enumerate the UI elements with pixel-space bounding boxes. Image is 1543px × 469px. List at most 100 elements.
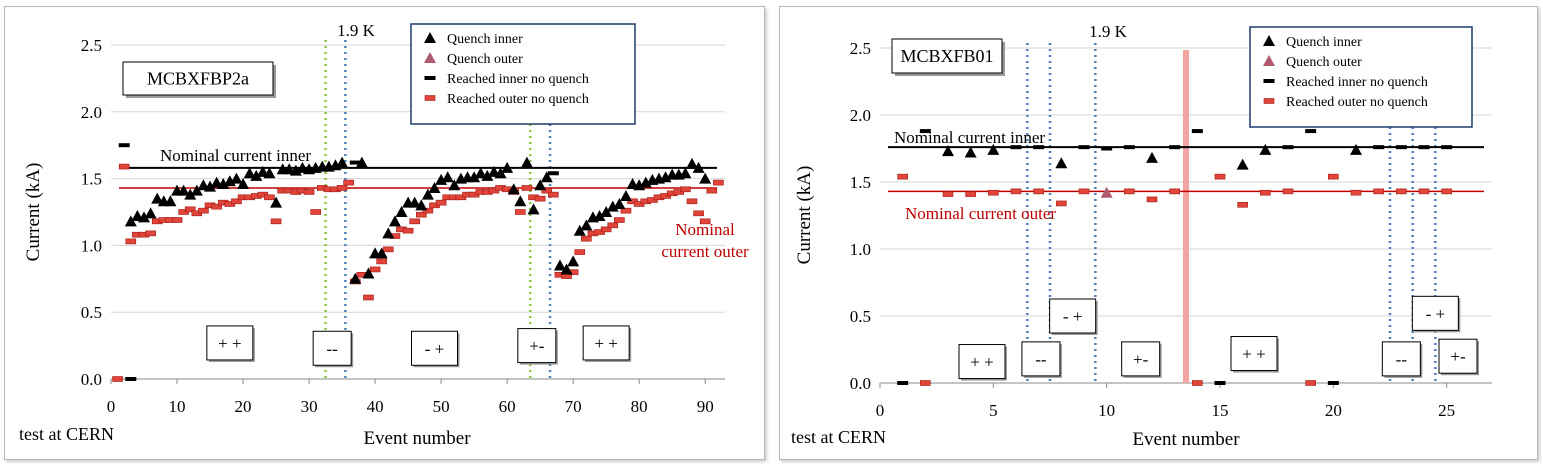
data-point-reached-outer (231, 198, 242, 205)
data-point-quench-inner (355, 156, 368, 168)
legend-marker-reached-inner (1263, 79, 1275, 83)
data-point-reached-outer (534, 195, 546, 202)
data-point-quench-inner (553, 259, 566, 271)
data-point-quench-inner (237, 177, 250, 189)
data-point-reached-outer (706, 187, 718, 194)
data-point-reached-outer (548, 191, 559, 198)
data-point-reached-inner (1010, 145, 1022, 150)
data-point-quench-inner (527, 203, 540, 215)
data-point-reached-inner (1441, 145, 1453, 150)
y-axis-label: Current (kA) (794, 166, 815, 265)
x-tick-label: 10 (1098, 401, 1115, 420)
data-point-reached-outer (184, 206, 196, 213)
footnote: test at CERN (791, 427, 886, 447)
legend-label-reached-outer: Reached outer no quench (447, 92, 589, 107)
data-point-reached-inner (897, 381, 909, 385)
y-axis-label: Current (kA) (23, 163, 44, 262)
polarity-label: - + (1426, 304, 1446, 323)
chart-title: MCBXFBP2a (147, 69, 249, 89)
data-point-reached-inner (1101, 146, 1113, 151)
chart-title: MCBXFB01 (900, 46, 993, 66)
data-point-reached-outer (1192, 380, 1203, 386)
polarity-label: -- (327, 339, 339, 358)
data-point-reached-inner (547, 171, 559, 176)
y-tick-label: 0.0 (81, 370, 102, 389)
data-point-reached-inner (1214, 381, 1226, 385)
legend-marker-reached-outer (424, 95, 436, 101)
legend-label-reached-outer: Reached outer no quench (1286, 95, 1428, 110)
data-point-reached-outer (369, 266, 381, 273)
y-tick-label: 2.5 (850, 39, 871, 58)
data-point-reached-outer (1078, 188, 1090, 195)
data-point-reached-outer (1396, 188, 1407, 195)
nominal-outer-label: Nominal current outer (905, 204, 1056, 223)
data-point-quench-inner (481, 169, 494, 181)
data-point-quench-inner (501, 161, 514, 173)
data-point-reached-outer (574, 249, 586, 255)
data-point-reached-outer (614, 217, 625, 223)
data-point-reached-inner (1395, 145, 1407, 150)
data-point-reached-outer (1441, 188, 1452, 195)
polarity-label-box (958, 344, 1006, 380)
nominal-outer-label: Nominal current outer (661, 220, 749, 261)
data-point-reached-outer (112, 376, 123, 382)
data-point-quench-inner (441, 171, 454, 183)
data-point-reached-outer (1056, 200, 1067, 207)
x-tick-label: 60 (499, 397, 516, 416)
polarity-label-box (582, 325, 630, 361)
polarity-label-box (1049, 298, 1097, 334)
data-point-quench-inner (388, 215, 401, 227)
y-tick-label: 1.0 (850, 240, 871, 259)
data-point-reached-outer (988, 189, 999, 196)
data-point-quench-inner (190, 184, 203, 196)
legend-label-quench-inner: Quench inner (447, 32, 523, 47)
footnote: test at CERN (19, 424, 114, 444)
legend-label-quench-inner: Quench inner (1286, 35, 1362, 50)
data-point-quench-inner (1236, 158, 1249, 170)
legend-box (1249, 26, 1473, 128)
x-tick-label: 80 (631, 397, 648, 416)
polarity-label-box (1021, 341, 1061, 377)
x-tick-label: 25 (1438, 401, 1455, 420)
data-point-reached-outer (693, 210, 704, 217)
polarity-label-box (1438, 338, 1478, 374)
data-point-quench-inner (580, 219, 593, 231)
chart-right: 0.0 0.5 1.0 1.5 2.0 2.5 0 5 10 15 20 25 + + -- - + +- + … (791, 22, 1492, 450)
polarity-label: +- (1133, 350, 1149, 369)
data-point-quench-inner (230, 172, 243, 184)
x-tick-label: 5 (989, 401, 998, 420)
data-point-quench-inner (270, 196, 283, 208)
data-point-reached-outer (1260, 189, 1271, 196)
data-point-reached-outer (942, 191, 954, 197)
y-tick-label: 0.5 (81, 303, 102, 322)
data-point-quench-inner (263, 167, 276, 179)
data-point-quench-inner (250, 169, 263, 181)
data-point-reached-outer (686, 198, 698, 205)
data-point-reached-outer (118, 163, 130, 170)
data-point-quench-inner (177, 184, 190, 196)
chart-panel-right: 0.0 0.5 1.0 1.5 2.0 2.5 0 5 10 15 20 25 + + -- - + +- + … (779, 6, 1538, 460)
legend-marker-reached-inner (424, 76, 436, 80)
data-point-quench-inner (415, 199, 428, 211)
legend-marker-quench-outer (1263, 55, 1275, 66)
data-point-quench-inner (1055, 157, 1068, 169)
data-point-reached-outer (270, 218, 282, 225)
data-point-reached-outer (1169, 188, 1180, 195)
legend-marker-quench-inner (1263, 35, 1275, 46)
nominal-inner-label: Nominal current inner (160, 146, 311, 165)
x-tick-label: 40 (367, 397, 384, 416)
data-point-quench-inner (619, 189, 632, 201)
data-point-reached-outer (1282, 188, 1294, 195)
data-point-reached-inner (1191, 129, 1203, 134)
data-point-quench-inner (395, 206, 408, 217)
x-tick-label: 20 (235, 397, 252, 416)
chart-left: 0.0 0.5 1.0 1.5 2.0 2.5 0 10 20 30 40 50 60 70 80 90 + +… (19, 21, 749, 449)
data-point-reached-outer (1373, 188, 1384, 195)
data-point-reached-outer (264, 194, 275, 201)
data-point-quench-inner (942, 145, 954, 157)
highlight-band (1183, 50, 1189, 383)
data-point-reached-inner (349, 160, 361, 165)
temperature-label: 1.9 K (337, 21, 376, 40)
data-point-reached-outer (699, 218, 711, 225)
x-tick-label: 0 (107, 397, 116, 416)
